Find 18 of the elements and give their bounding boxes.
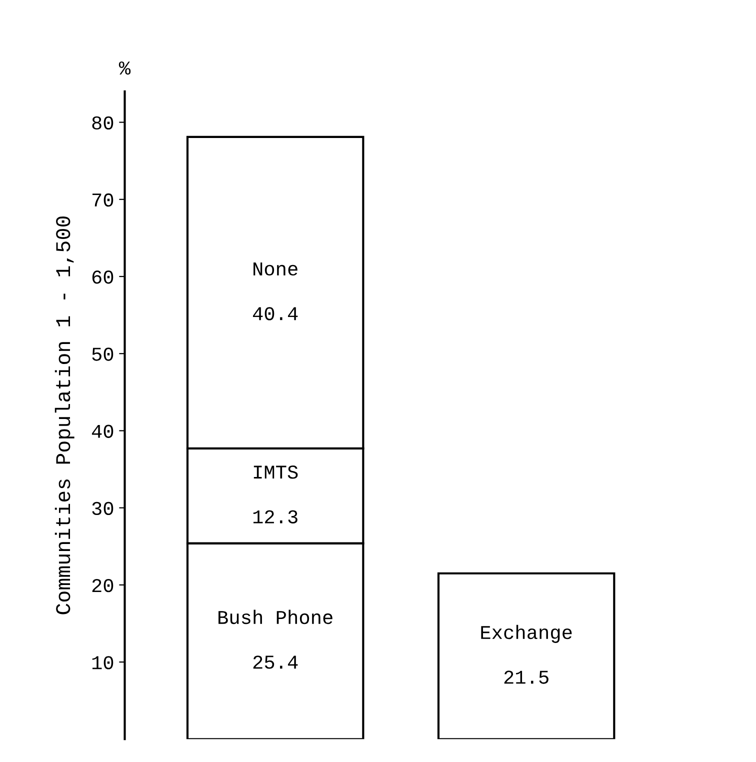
text: % xyxy=(118,62,131,75)
y-tick-label: 40 xyxy=(92,424,114,438)
data-label: 21.5 xyxy=(504,670,548,684)
series-label: IMTS xyxy=(254,466,298,479)
y-tick-label: 80 xyxy=(92,116,114,130)
y-tick-label: 60 xyxy=(92,270,114,284)
y-tick-label: 70 xyxy=(92,193,114,207)
y-tick-label: 30 xyxy=(92,502,114,516)
data-label: 25.4 xyxy=(253,656,298,669)
data-label: 12.3 xyxy=(253,510,298,524)
series-label: Bush Phone xyxy=(218,610,332,624)
data-label: 40.4 xyxy=(252,307,298,320)
series-label: Exchange xyxy=(481,624,572,643)
y-tick-label: 50 xyxy=(92,348,114,361)
y-axis-title: Communities Population 1 - 1,500 xyxy=(54,216,74,614)
y-tick-label: 20 xyxy=(92,578,114,592)
series-label: None xyxy=(254,262,298,276)
y-tick-label: 10 xyxy=(92,656,114,670)
